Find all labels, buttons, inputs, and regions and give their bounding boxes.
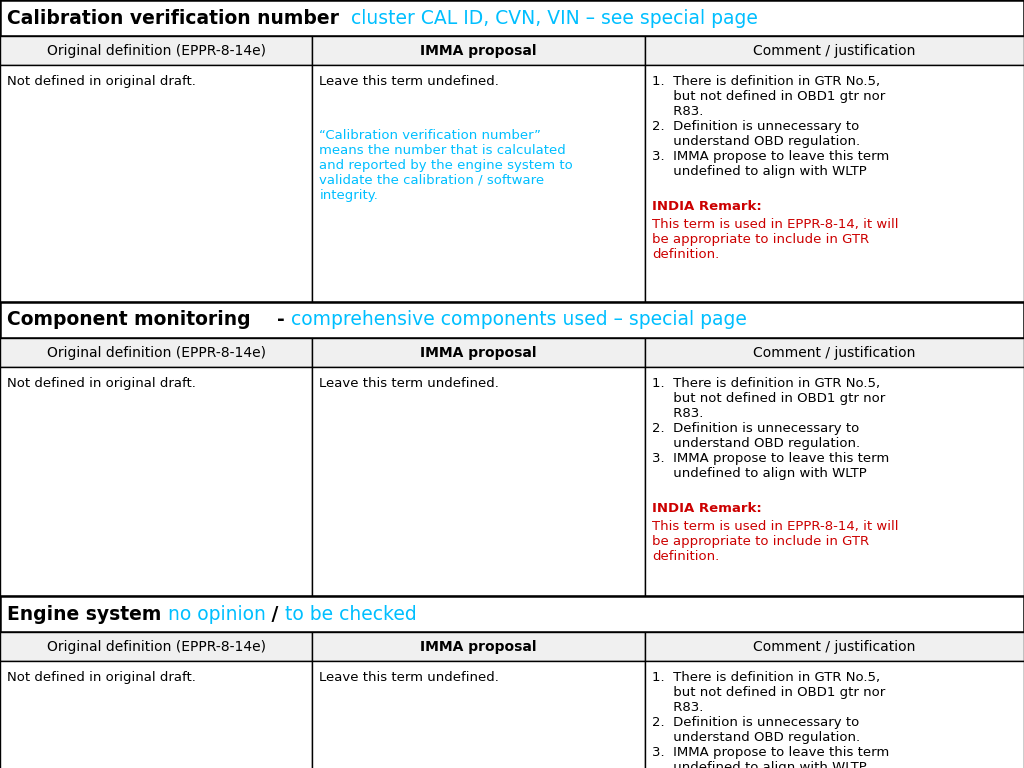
- Bar: [0, 338, 312, 367]
- Bar: [0, 367, 312, 596]
- Bar: [0, 661, 312, 768]
- Bar: [0, 632, 312, 661]
- Text: -: -: [251, 310, 291, 329]
- Text: Component monitoring: Component monitoring: [7, 310, 251, 329]
- Text: Comment / justification: Comment / justification: [754, 346, 915, 359]
- Bar: [645, 65, 1024, 302]
- Text: IMMA proposal: IMMA proposal: [421, 640, 537, 654]
- Bar: [312, 65, 645, 302]
- Text: 1.  There is definition in GTR No.5,
     but not defined in OBD1 gtr nor
     R: 1. There is definition in GTR No.5, but …: [652, 671, 890, 768]
- Bar: [0, 65, 312, 302]
- Bar: [312, 661, 645, 768]
- Text: Comment / justification: Comment / justification: [754, 44, 915, 58]
- Text: Leave this term undefined.: Leave this term undefined.: [319, 377, 500, 390]
- Text: Engine system: Engine system: [7, 604, 162, 624]
- Text: Original definition (EPPR-8-14e): Original definition (EPPR-8-14e): [47, 44, 265, 58]
- Bar: [0, 36, 312, 65]
- Text: Original definition (EPPR-8-14e): Original definition (EPPR-8-14e): [47, 640, 265, 654]
- Text: Calibration verification number: Calibration verification number: [7, 8, 339, 28]
- Text: Leave this term undefined.: Leave this term undefined.: [319, 671, 500, 684]
- Text: Comment / justification: Comment / justification: [754, 640, 915, 654]
- Text: Not defined in original draft.: Not defined in original draft.: [7, 75, 196, 88]
- Text: This term is used in EPPR-8-14, it will
be appropriate to include in GTR
definit: This term is used in EPPR-8-14, it will …: [652, 520, 899, 563]
- Text: 1.  There is definition in GTR No.5,
     but not defined in OBD1 gtr nor
     R: 1. There is definition in GTR No.5, but …: [652, 75, 890, 178]
- Text: no opinion: no opinion: [162, 604, 265, 624]
- Text: 1.  There is definition in GTR No.5,
     but not defined in OBD1 gtr nor
     R: 1. There is definition in GTR No.5, but …: [652, 377, 890, 480]
- Bar: [645, 367, 1024, 596]
- Text: Original definition (EPPR-8-14e): Original definition (EPPR-8-14e): [47, 346, 265, 359]
- Text: cluster CAL ID, CVN, VIN – see special page: cluster CAL ID, CVN, VIN – see special p…: [339, 8, 758, 28]
- Text: comprehensive components used – special page: comprehensive components used – special …: [291, 310, 746, 329]
- Bar: [0, 302, 1024, 338]
- Text: to be checked: to be checked: [286, 604, 417, 624]
- Text: Not defined in original draft.: Not defined in original draft.: [7, 377, 196, 390]
- Bar: [645, 661, 1024, 768]
- Text: IMMA proposal: IMMA proposal: [421, 346, 537, 359]
- Bar: [0, 596, 1024, 632]
- Bar: [312, 338, 645, 367]
- Bar: [645, 632, 1024, 661]
- Text: /: /: [265, 604, 286, 624]
- Text: “Calibration verification number”
means the number that is calculated
and report: “Calibration verification number” means …: [319, 129, 573, 202]
- Bar: [645, 338, 1024, 367]
- Bar: [645, 36, 1024, 65]
- Text: INDIA Remark:: INDIA Remark:: [652, 200, 762, 213]
- Bar: [0, 0, 1024, 36]
- Text: Not defined in original draft.: Not defined in original draft.: [7, 671, 196, 684]
- Text: IMMA proposal: IMMA proposal: [421, 44, 537, 58]
- Text: This term is used in EPPR-8-14, it will
be appropriate to include in GTR
definit: This term is used in EPPR-8-14, it will …: [652, 218, 899, 261]
- Bar: [312, 367, 645, 596]
- Bar: [312, 632, 645, 661]
- Text: Leave this term undefined.: Leave this term undefined.: [319, 75, 500, 88]
- Text: INDIA Remark:: INDIA Remark:: [652, 502, 762, 515]
- Bar: [312, 36, 645, 65]
